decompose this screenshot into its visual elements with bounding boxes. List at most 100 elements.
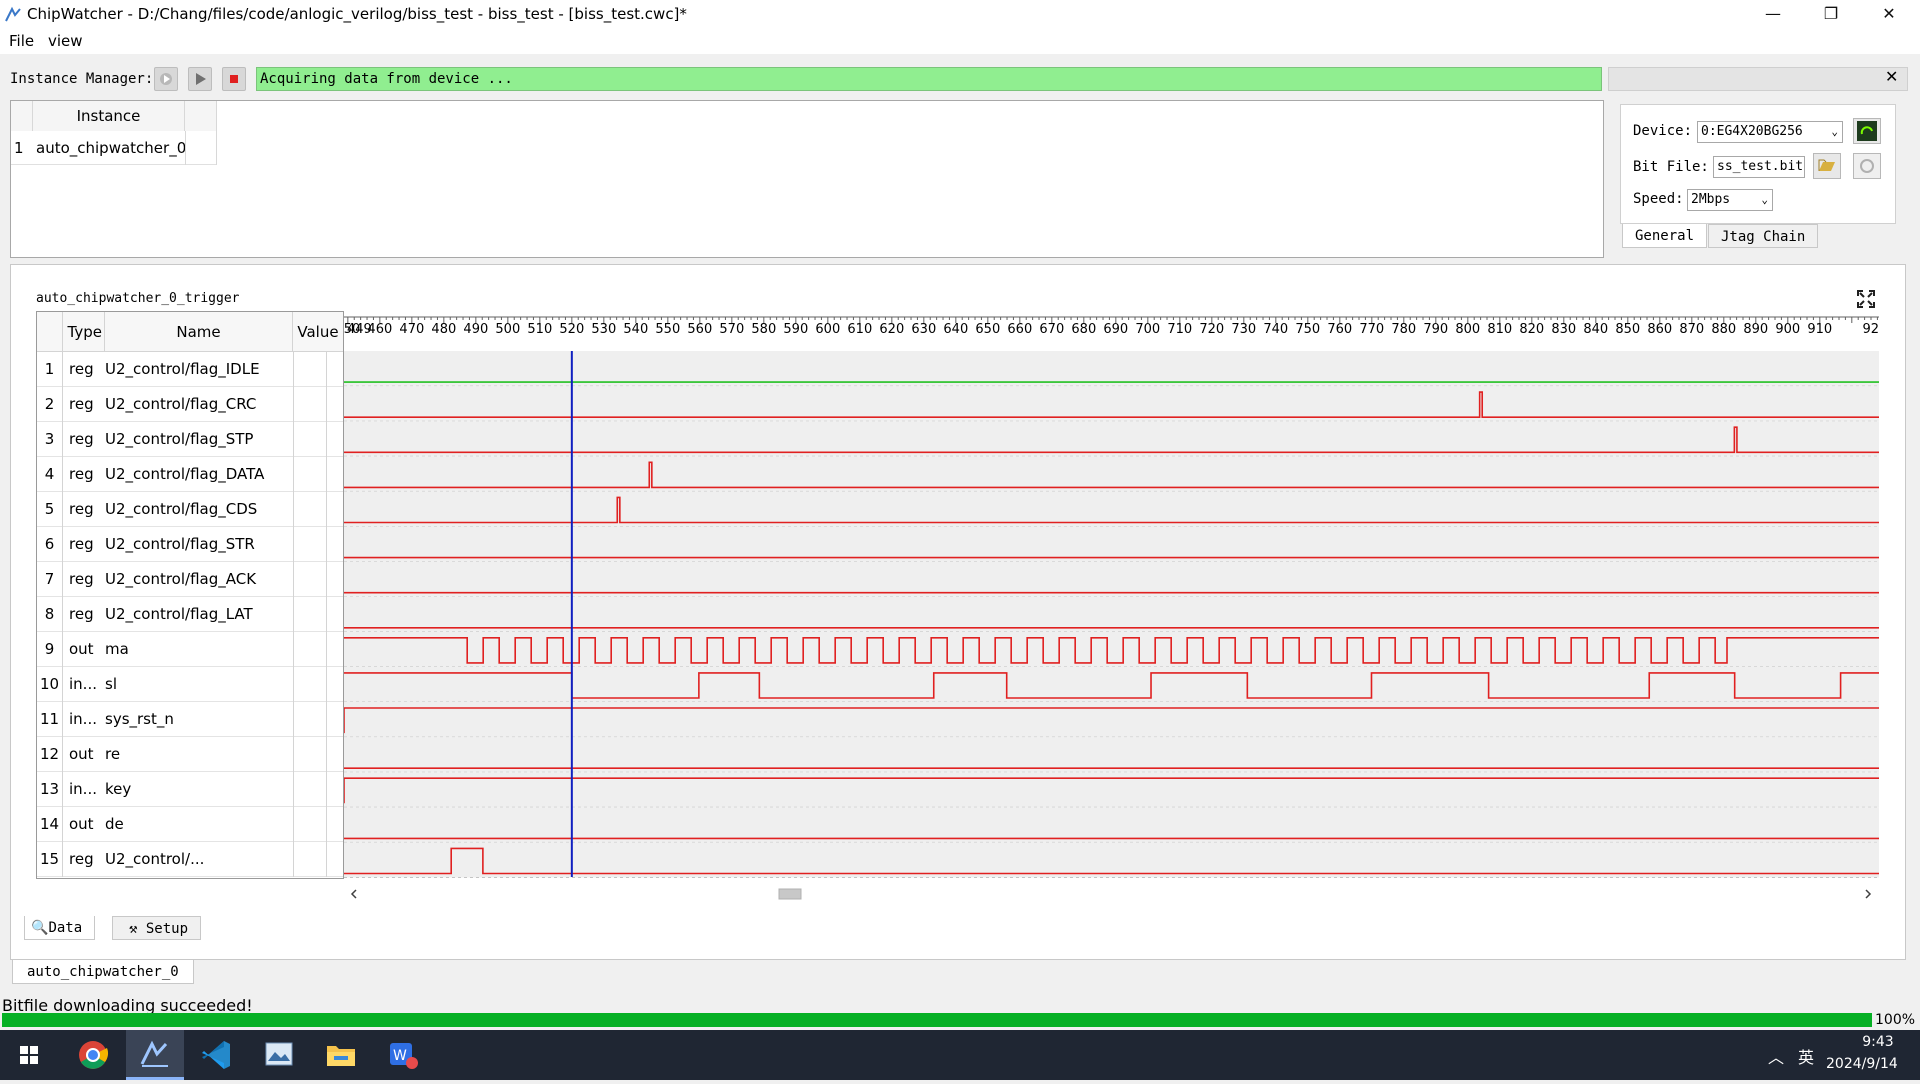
signal-row[interactable]: 14 out de bbox=[37, 807, 343, 842]
signal-type: out bbox=[69, 745, 94, 763]
signal-row[interactable]: 13 in... key bbox=[37, 772, 343, 807]
waveform-canvas[interactable]: 449450 460 470 480 490 500 510 520 530 540 550 560 5… bbox=[344, 311, 1879, 879]
tick-label: 880 bbox=[1711, 322, 1736, 337]
time-axis: 449450 460 470 480 490 500 510 520 530 540 550 560 5… bbox=[344, 316, 1879, 878]
run-continuous-button[interactable] bbox=[188, 67, 212, 91]
tab-jtag-chain[interactable]: Jtag Chain bbox=[1708, 224, 1819, 248]
instance-table: Instance 1 auto_chipwatcher_0 bbox=[10, 100, 1604, 258]
signal-row[interactable]: 11 in... sys_rst_n bbox=[37, 702, 343, 737]
signal-trace bbox=[344, 777, 1879, 804]
signal-value bbox=[293, 702, 343, 737]
signal-name: U2_control/flag_IDLE bbox=[105, 352, 327, 387]
download-bitfile-button[interactable] bbox=[1853, 153, 1881, 179]
signal-trace bbox=[344, 672, 1879, 699]
signal-row[interactable]: 12 out re bbox=[37, 737, 343, 772]
tick-label: 510 bbox=[527, 322, 552, 337]
tick-label: 780 bbox=[1391, 322, 1416, 337]
run-once-button[interactable] bbox=[154, 67, 178, 91]
device-select[interactable]: 0:EG4X20BG256 ⌄ bbox=[1697, 121, 1843, 143]
clock-date[interactable]: 2024/9/14 bbox=[1826, 1056, 1898, 1072]
signal-row[interactable]: 15 reg U2_control/... bbox=[37, 842, 343, 877]
bitfile-input[interactable]: ss_test.bit bbox=[1713, 156, 1805, 178]
chrome-icon bbox=[79, 1041, 109, 1069]
instance-row[interactable]: 1 auto_chipwatcher_0 bbox=[11, 131, 217, 165]
restore-button[interactable]: ❐ bbox=[1823, 4, 1839, 23]
tick-label: 590 bbox=[783, 322, 808, 337]
tick-label: 600 bbox=[815, 322, 840, 337]
minimize-button[interactable]: — bbox=[1765, 4, 1781, 23]
fullscreen-icon[interactable] bbox=[1856, 289, 1876, 309]
signal-name: U2_control/flag_DATA bbox=[105, 457, 327, 492]
tab-setup[interactable]: ⚒ Setup bbox=[112, 916, 202, 940]
taskbar-chipwatcher[interactable] bbox=[126, 1030, 184, 1080]
menu-view[interactable]: view bbox=[48, 32, 83, 50]
name-column-header[interactable]: Name bbox=[105, 312, 293, 352]
signal-row[interactable]: 9 out ma bbox=[37, 632, 343, 667]
run-once-icon bbox=[160, 73, 172, 85]
signal-row-number: 4 bbox=[37, 457, 63, 492]
wrench-icon: ⚒ bbox=[129, 921, 146, 937]
scroll-left-icon[interactable] bbox=[350, 889, 357, 899]
taskbar-photos[interactable] bbox=[250, 1030, 308, 1080]
tab-setup-label: Setup bbox=[145, 921, 189, 937]
signal-row[interactable]: 7 reg U2_control/flag_ACK bbox=[37, 562, 343, 597]
clock-time[interactable]: 9:43 bbox=[1862, 1034, 1894, 1050]
close-button[interactable]: ✕ bbox=[1882, 4, 1896, 23]
menu-file[interactable]: File bbox=[9, 32, 35, 50]
signal-row[interactable]: 2 reg U2_control/flag_CRC bbox=[37, 387, 343, 422]
signal-row[interactable]: 8 reg U2_control/flag_LAT bbox=[37, 597, 343, 632]
instance-table-header: Instance bbox=[11, 101, 217, 131]
signal-type: out bbox=[69, 815, 94, 833]
signal-row[interactable]: 10 in... sl bbox=[37, 667, 343, 702]
instance-column-header[interactable]: Instance bbox=[33, 101, 185, 131]
horizontal-scrollbar[interactable] bbox=[344, 886, 1879, 902]
scroll-thumb[interactable] bbox=[778, 888, 802, 900]
type-column-header[interactable]: Type bbox=[63, 312, 105, 352]
signal-row-number: 1 bbox=[37, 352, 63, 387]
signal-row[interactable]: 1 reg U2_control/flag_IDLE bbox=[37, 352, 343, 387]
signal-table: Type Name Value 1 reg U2_control/flag_IDLE… bbox=[36, 311, 344, 879]
close-panel-icon[interactable]: ✕ bbox=[1885, 67, 1899, 86]
signal-value bbox=[293, 737, 343, 772]
signal-trace bbox=[344, 637, 1879, 664]
taskbar: W bbox=[0, 1030, 1920, 1080]
tray-expand-icon[interactable]: ︿ bbox=[1768, 1048, 1785, 1067]
speed-select[interactable]: 2Mbps ⌄ bbox=[1687, 189, 1773, 211]
signal-row[interactable]: 4 reg U2_control/flag_DATA bbox=[37, 457, 343, 492]
signal-row[interactable]: 5 reg U2_control/flag_CDS bbox=[37, 492, 343, 527]
tick-label: 560 bbox=[687, 322, 712, 337]
tick-label: 630 bbox=[911, 322, 936, 337]
taskbar-file-explorer[interactable] bbox=[312, 1030, 370, 1080]
signal-row[interactable]: 6 reg U2_control/flag_STR bbox=[37, 527, 343, 562]
taskbar-vscode[interactable] bbox=[188, 1030, 246, 1080]
start-button[interactable] bbox=[0, 1030, 58, 1080]
trace-row-bg bbox=[344, 386, 1879, 422]
signal-trace bbox=[344, 707, 1879, 734]
taskbar-wps[interactable]: W bbox=[374, 1030, 432, 1080]
tick-label: 520 bbox=[559, 322, 584, 337]
ime-indicator[interactable]: 英 bbox=[1798, 1048, 1815, 1067]
tick-label: 810 bbox=[1487, 322, 1512, 337]
instance-tab[interactable]: auto_chipwatcher_0 bbox=[12, 960, 194, 984]
stop-button[interactable] bbox=[222, 67, 246, 91]
signal-table-corner bbox=[37, 312, 63, 352]
scroll-right-icon[interactable] bbox=[1865, 889, 1872, 899]
signal-row-number: 9 bbox=[37, 632, 63, 667]
signal-name: re bbox=[105, 737, 327, 772]
tick-label: 890 bbox=[1743, 322, 1768, 337]
browse-bitfile-button[interactable] bbox=[1813, 153, 1841, 179]
signal-row[interactable]: 3 reg U2_control/flag_STP bbox=[37, 422, 343, 457]
signal-trace bbox=[344, 426, 1879, 454]
value-column-header[interactable]: Value bbox=[293, 312, 343, 352]
svg-text:W: W bbox=[393, 1048, 407, 1064]
tick-label: 490 bbox=[463, 322, 488, 337]
tick-label: 620 bbox=[879, 322, 904, 337]
trace-row-bg bbox=[344, 842, 1879, 878]
tick-label: 870 bbox=[1679, 322, 1704, 337]
taskbar-chrome[interactable] bbox=[64, 1030, 122, 1080]
signal-row-number: 7 bbox=[37, 562, 63, 597]
refresh-device-button[interactable] bbox=[1853, 118, 1881, 144]
tab-data[interactable]: 🔍Data bbox=[24, 916, 96, 940]
tab-general[interactable]: General bbox=[1622, 224, 1708, 248]
trace-row-bg bbox=[344, 491, 1879, 527]
